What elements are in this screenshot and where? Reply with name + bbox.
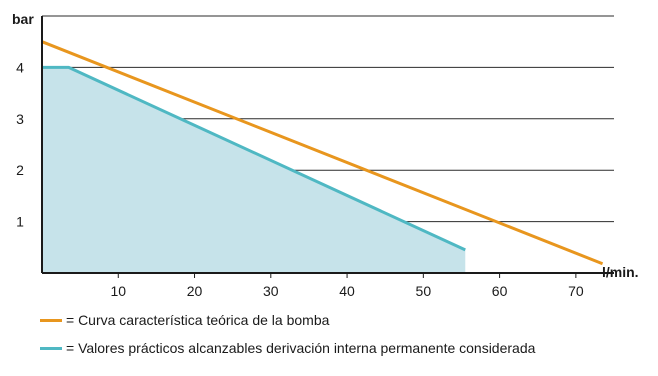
x-tick-label-50: 50 [416,283,432,299]
series-1-area [42,67,466,274]
legend-swatch-teal [40,346,62,350]
x-tick-label-10: 10 [110,283,126,299]
y-tick-label-3: 3 [16,111,24,127]
y-tick-label-1: 1 [16,214,24,230]
legend-label-theoretical: = Curva característica teórica de la bom… [66,312,330,328]
tick-labels: 10 20 30 40 50 60 70 1 2 3 4 [16,59,584,299]
x-tick-label-40: 40 [339,283,355,299]
x-axis-label: l/min. [602,264,639,280]
y-tick-label-4: 4 [16,59,24,75]
x-tick-label-20: 20 [187,283,203,299]
x-tick-label-30: 30 [263,283,279,299]
area-layer [42,67,466,274]
legend-item-practical: = Valores prácticos alcanzables derivaci… [40,340,535,356]
series-0-line [41,40,604,266]
legend-item-theoretical: = Curva característica teórica de la bom… [40,312,329,328]
chart: 10 20 30 40 50 60 70 1 2 3 4 bar l/min. [12,11,639,299]
y-axis-label: bar [12,11,34,27]
x-tick-label-70: 70 [568,283,584,299]
legend-swatch-orange [40,318,62,322]
legend-label-practical: = Valores prácticos alcanzables derivaci… [66,340,536,356]
series-layer [41,40,604,266]
y-tick-label-2: 2 [16,162,24,178]
x-tick-label-60: 60 [492,283,508,299]
axes [41,16,614,278]
series-1-line [42,65,466,252]
